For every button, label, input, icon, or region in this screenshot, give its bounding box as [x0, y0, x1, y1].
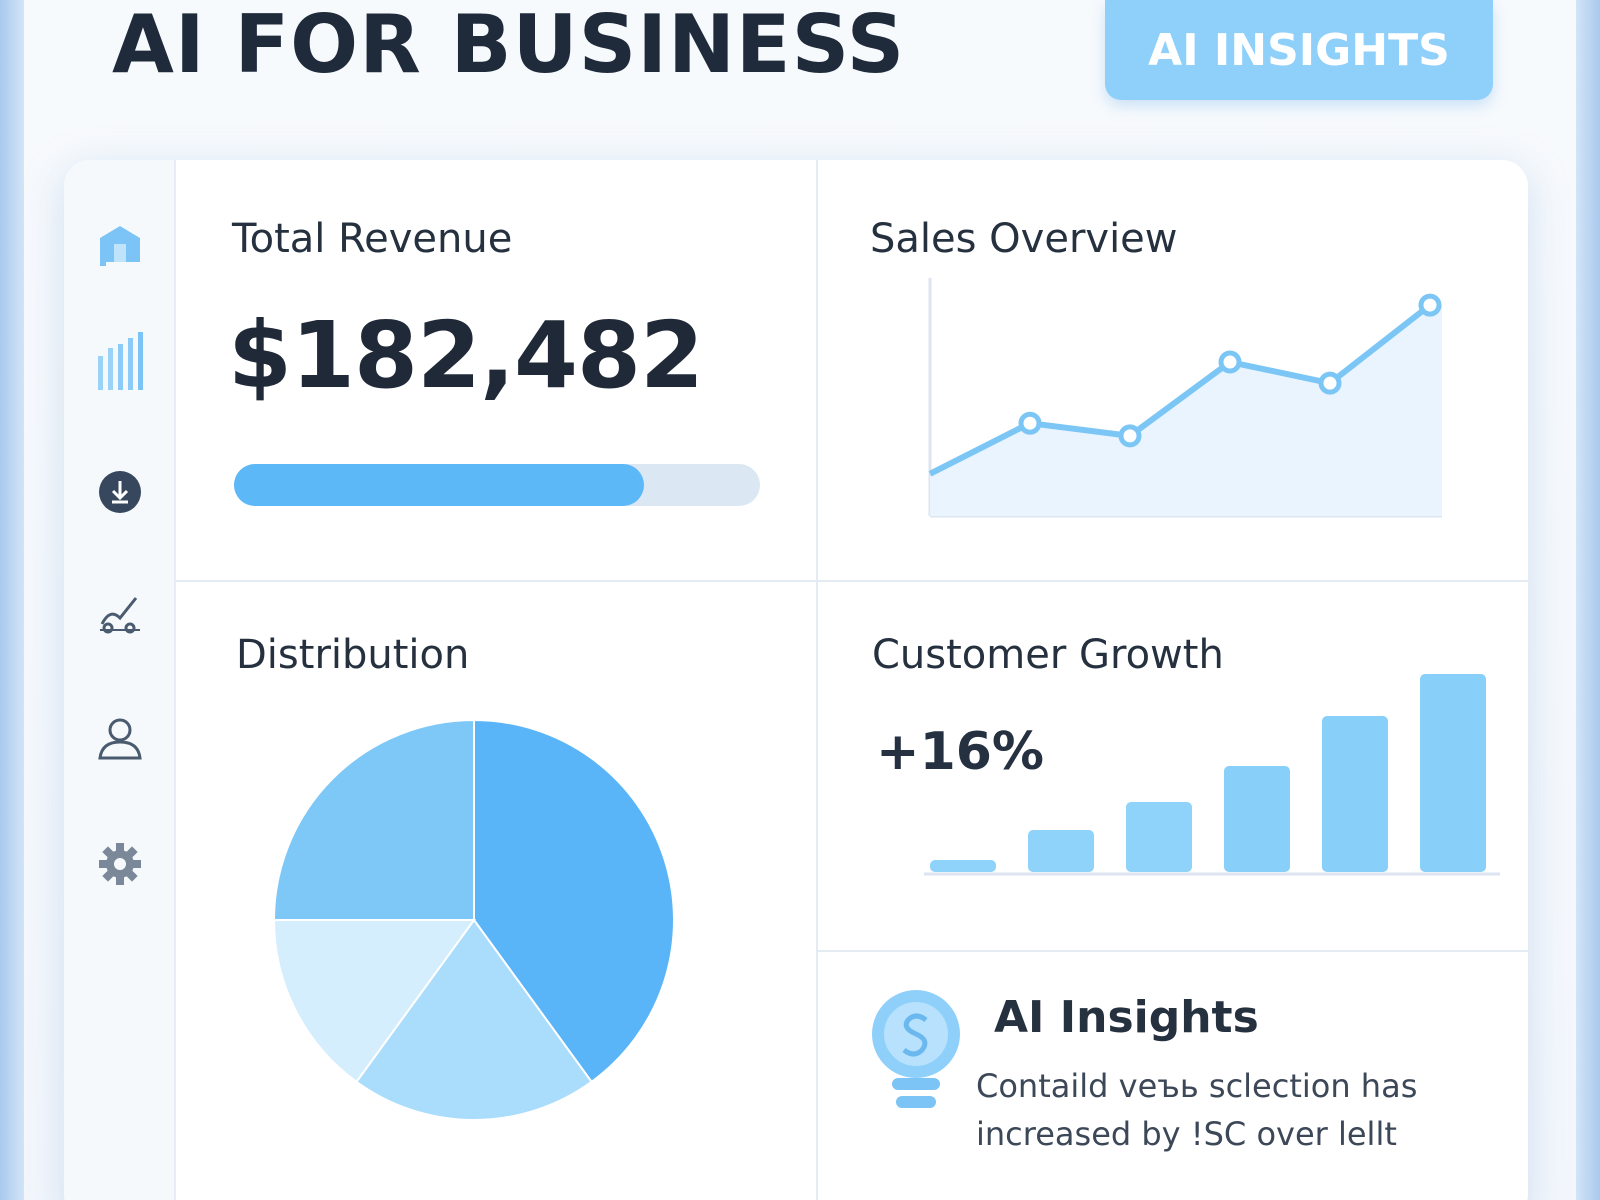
vertical-divider	[816, 160, 818, 1200]
download-icon	[99, 471, 141, 513]
sales-point	[1218, 350, 1242, 374]
sales-area-fill	[930, 305, 1442, 516]
sidebar-item-settings[interactable]	[88, 832, 152, 896]
revenue-progress-fill	[234, 464, 645, 506]
sales-line	[928, 302, 1432, 477]
dashboard-card: Total Revenue $182,482 Sales Overview Di…	[64, 160, 1528, 1200]
sidebar	[64, 160, 176, 1200]
ai-insights-button[interactable]: AI INSIGHTS	[1105, 0, 1493, 100]
pie-slice	[473, 718, 675, 1084]
sidebar-item-analytics[interactable]	[88, 330, 152, 394]
growth-value: +16%	[876, 722, 1045, 782]
sales-point	[1018, 411, 1042, 435]
growth-bar	[1322, 716, 1388, 872]
revenue-title: Total Revenue	[232, 216, 513, 262]
growth-bar	[1420, 674, 1486, 872]
growth-bar	[930, 860, 996, 872]
sales-point	[1118, 424, 1142, 448]
sidebar-item-trends[interactable]	[88, 580, 152, 644]
sidebar-item-downloads[interactable]	[88, 460, 152, 524]
distribution-title: Distribution	[236, 632, 470, 678]
sidebar-item-users[interactable]	[88, 706, 152, 770]
growth-bar	[1028, 830, 1094, 872]
sales-line-chart	[928, 278, 1442, 518]
horizontal-divider	[176, 580, 1528, 582]
pie-slice	[272, 718, 475, 921]
lightbulb-icon	[872, 990, 960, 1108]
trend-icon	[100, 597, 140, 634]
insights-text-line2: increased by !SC over lellt	[976, 1115, 1397, 1153]
gear-icon	[99, 843, 141, 885]
growth-bar	[1224, 766, 1290, 872]
growth-bar-chart	[924, 674, 1500, 876]
sales-point	[1318, 371, 1342, 395]
sales-point	[1418, 293, 1442, 317]
insights-text-line1: Contaild vеъь sclection has	[976, 1067, 1418, 1105]
bar-chart-icon	[98, 332, 143, 390]
insights-divider	[818, 950, 1528, 952]
distribution-pie-chart	[272, 718, 675, 1121]
growth-title: Customer Growth	[872, 632, 1224, 678]
pie-slice	[355, 918, 593, 1121]
app-title: AI FOR BUSINESS	[112, 0, 906, 91]
revenue-progress-track	[234, 464, 760, 506]
sidebar-item-home[interactable]	[88, 212, 152, 276]
home-icon	[100, 226, 140, 266]
insights-title: AI Insights	[994, 992, 1259, 1043]
revenue-value: $182,482	[228, 302, 704, 409]
growth-bar	[1126, 802, 1192, 872]
pie-slice	[272, 919, 476, 1084]
users-icon	[98, 718, 142, 760]
sales-title: Sales Overview	[870, 216, 1178, 262]
